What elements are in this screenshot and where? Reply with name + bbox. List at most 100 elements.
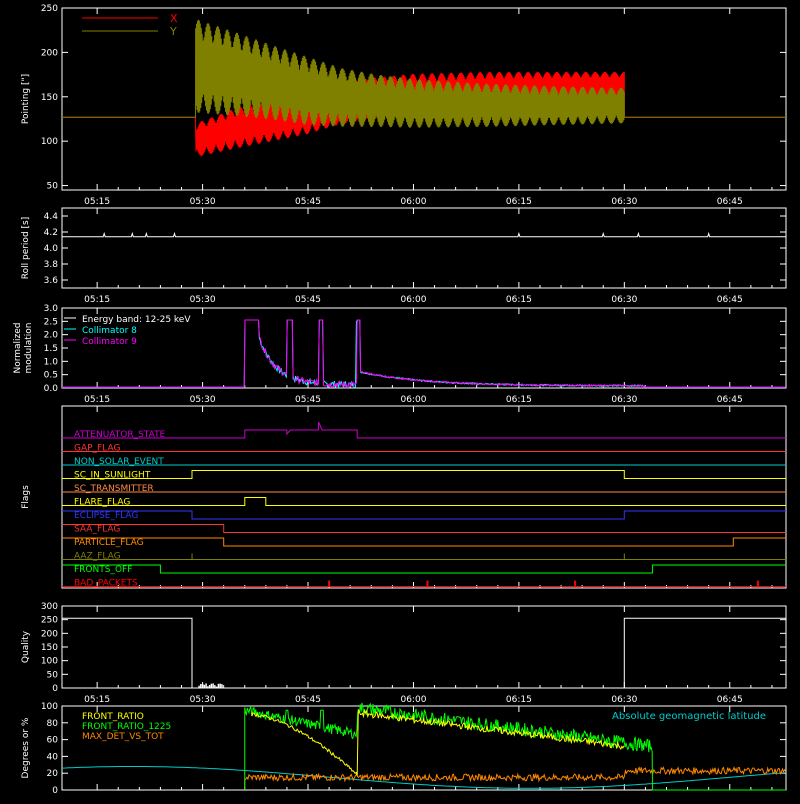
flag-label: PARTICLE_FLAG bbox=[74, 538, 144, 548]
y-tick-label: 200 bbox=[41, 48, 58, 58]
y-tick-label: 100 bbox=[41, 657, 58, 667]
y-tick-label: 50 bbox=[47, 182, 59, 192]
y-tick-label: 3.0 bbox=[44, 304, 59, 314]
max-det-vs-tot-series bbox=[244, 766, 787, 791]
modulation-series-8 bbox=[62, 319, 786, 389]
flag-label: SAA_FLAG bbox=[74, 525, 120, 535]
x-tick-label: 05:30 bbox=[190, 295, 216, 305]
flag-label: SC_TRANSMITTER bbox=[74, 484, 154, 494]
y-tick-label: 1.5 bbox=[44, 344, 58, 354]
y-tick-label: 2.0 bbox=[44, 331, 59, 341]
x-tick-label: 06:30 bbox=[611, 197, 637, 207]
pointing-series-Y bbox=[62, 19, 786, 128]
y-tick-label: 4.2 bbox=[44, 228, 58, 238]
x-tick-label: 06:45 bbox=[717, 197, 743, 207]
panel-frame bbox=[61, 705, 787, 791]
x-tick-label: 05:15 bbox=[84, 695, 110, 705]
panel-frame bbox=[61, 405, 787, 589]
front-ratio-1225-series bbox=[244, 702, 786, 791]
flag-label: FRONTS_OFF bbox=[74, 565, 132, 575]
y-tick-label: 100 bbox=[41, 137, 58, 147]
x-tick-label: 06:00 bbox=[400, 197, 426, 207]
legend-label: Collimator 9 bbox=[82, 337, 137, 347]
legend-label: FRONT_RATIO_1225 bbox=[82, 722, 171, 732]
y-tick-label: 150 bbox=[41, 643, 58, 653]
y-tick-label: 150 bbox=[41, 93, 58, 103]
roll-period-series bbox=[62, 231, 786, 238]
flag-label: SC_IN_SUNLIGHT bbox=[74, 471, 151, 481]
y-tick-label: 40 bbox=[47, 752, 59, 762]
y-tick-label: 50 bbox=[47, 670, 59, 680]
y-tick-label: 0.5 bbox=[44, 371, 58, 381]
x-tick-label: 05:45 bbox=[295, 395, 321, 405]
panel-frame bbox=[61, 207, 787, 289]
flag-trace bbox=[62, 470, 786, 479]
flag-label: BAD_PACKETS bbox=[74, 579, 138, 589]
legend-label: Collimator 8 bbox=[82, 326, 137, 336]
legend-label: X bbox=[170, 12, 178, 25]
panel-1: 05:15 05:30 05:45 06:00 06:15 06:30 06:45 50 100… bbox=[21, 4, 787, 207]
flag-label: AAZ_FLAG bbox=[74, 552, 121, 562]
x-tick-label: 05:15 bbox=[84, 395, 110, 405]
x-tick-label: 05:45 bbox=[295, 695, 321, 705]
front-ratio-series bbox=[251, 708, 625, 776]
legend-label: FRONT_RATIO bbox=[82, 712, 144, 722]
y-tick-label: 80 bbox=[47, 719, 59, 729]
x-tick-label: 06:45 bbox=[717, 695, 743, 705]
y-axis-label: Degrees or % bbox=[21, 717, 31, 778]
flag-label: ECLIPSE_FLAG bbox=[74, 511, 138, 521]
x-tick-label: 06:00 bbox=[400, 695, 426, 705]
flag-trace bbox=[62, 497, 786, 506]
flag-trace bbox=[62, 564, 786, 574]
x-tick-label: 06:15 bbox=[506, 197, 532, 207]
x-tick-label: 06:15 bbox=[506, 395, 532, 405]
x-tick-label: 05:30 bbox=[190, 695, 216, 705]
y-tick-label: 3.6 bbox=[44, 276, 59, 286]
modulation-series-9 bbox=[62, 319, 786, 389]
x-tick-label: 05:15 bbox=[84, 197, 110, 207]
y-tick-label: 200 bbox=[41, 629, 58, 639]
y-tick-label: 1.0 bbox=[44, 357, 59, 367]
x-tick-label: 06:45 bbox=[717, 395, 743, 405]
y-axis-label: Normalized bbox=[13, 322, 23, 373]
geomagnetic-latitude-series bbox=[61, 766, 787, 789]
y-axis-label: modulation bbox=[24, 323, 34, 374]
legend-label: MAX_DET_VS_TOT bbox=[82, 732, 164, 742]
y-tick-label: 0 bbox=[52, 684, 58, 694]
x-tick-label: 06:00 bbox=[400, 395, 426, 405]
x-tick-label: 05:30 bbox=[190, 395, 216, 405]
flag-trace bbox=[62, 510, 786, 520]
flag-label: ATTENUATOR_STATE bbox=[74, 430, 166, 440]
y-tick-label: 2.5 bbox=[44, 317, 58, 327]
x-tick-label: 05:45 bbox=[295, 197, 321, 207]
panel-2: 05:15 05:30 05:45 06:00 06:15 06:30 06:45 3.6 3.… bbox=[21, 207, 787, 305]
y-tick-label: 60 bbox=[47, 736, 59, 746]
y-tick-label: 100 bbox=[41, 702, 58, 712]
panel-frame bbox=[61, 7, 787, 191]
y-tick-label: 3.8 bbox=[44, 260, 59, 270]
x-tick-label: 06:45 bbox=[717, 295, 743, 305]
flag-label: FLARE_FLAG bbox=[74, 498, 130, 508]
annotation-label: Absolute geomagnetic latitude bbox=[612, 711, 766, 722]
x-tick-label: 05:30 bbox=[190, 197, 216, 207]
flag-trace bbox=[62, 524, 786, 533]
panel-5: 05:15 05:30 05:45 06:00 06:15 06:30 06:45 0 50 10… bbox=[21, 602, 787, 705]
panel-6: 0 20 40 60 80 100 Degrees or % FRONT_RATIOFRONT… bbox=[21, 702, 787, 796]
y-tick-label: 0 bbox=[52, 786, 58, 796]
x-tick-label: 05:15 bbox=[84, 295, 110, 305]
quality-series bbox=[62, 617, 786, 689]
y-tick-label: 20 bbox=[47, 769, 59, 779]
y-tick-label: 250 bbox=[41, 4, 58, 14]
y-tick-label: 4.4 bbox=[44, 212, 59, 222]
x-tick-label: 06:15 bbox=[506, 295, 532, 305]
legend-label: Y bbox=[169, 25, 177, 38]
y-tick-label: 250 bbox=[41, 616, 58, 626]
y-tick-label: 4.0 bbox=[44, 244, 59, 254]
x-tick-label: 06:30 bbox=[611, 695, 637, 705]
y-axis-label: Roll period [s] bbox=[21, 217, 31, 279]
y-axis-label: Pointing ["] bbox=[21, 74, 31, 124]
flag-label: GAP_FLAG bbox=[74, 444, 120, 454]
x-tick-label: 06:30 bbox=[611, 295, 637, 305]
